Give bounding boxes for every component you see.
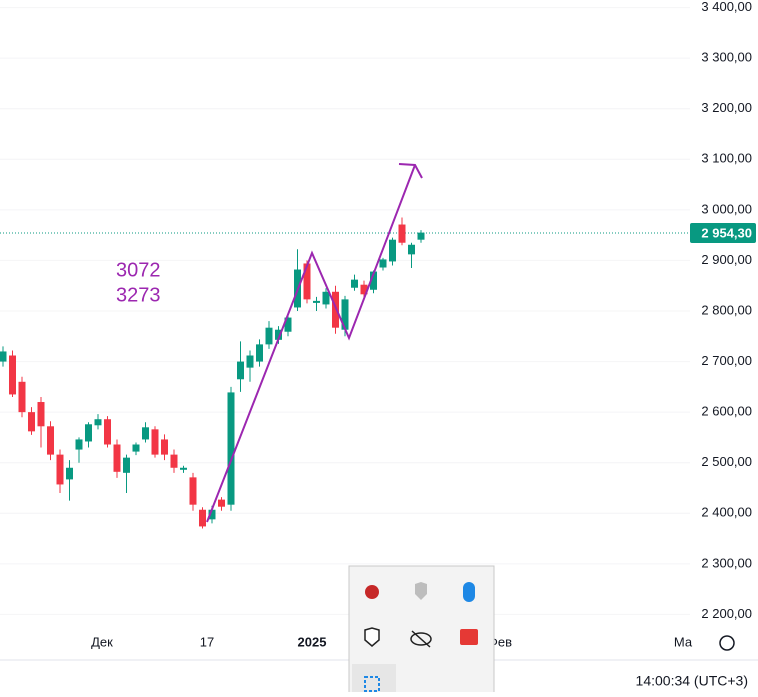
grid xyxy=(0,7,690,615)
drawing-arrowhead xyxy=(398,163,423,179)
annotation: 3072 xyxy=(116,259,161,281)
candle-body xyxy=(284,317,292,332)
y-tick-label: 2 500,00 xyxy=(701,454,752,469)
candle-body xyxy=(265,327,273,345)
candle-body xyxy=(208,509,216,520)
y-tick-label: 2 900,00 xyxy=(701,252,752,267)
annotation: 3273 xyxy=(116,284,161,306)
candle-body xyxy=(75,439,83,450)
tray-icon[interactable] xyxy=(365,585,379,599)
candle-body xyxy=(379,259,387,268)
tray-icon[interactable] xyxy=(415,582,427,600)
tray-icon[interactable] xyxy=(364,627,380,647)
clock: 14:00:34 (UTC+3) xyxy=(636,673,748,689)
y-tick-label: 2 400,00 xyxy=(701,505,752,520)
candle-body xyxy=(351,279,358,288)
tray-icon-slash xyxy=(411,630,431,648)
candle-body xyxy=(408,244,415,255)
candle-body xyxy=(189,477,197,505)
candle-body xyxy=(132,444,140,452)
candle-body xyxy=(161,439,168,455)
candle-body xyxy=(47,426,54,455)
x-tick-label: 2025 xyxy=(298,634,327,649)
candle-body xyxy=(180,467,187,470)
y-tick-label: 2 200,00 xyxy=(701,606,752,621)
tray-selected xyxy=(352,664,396,694)
tray-icon[interactable] xyxy=(364,676,380,692)
candle-body xyxy=(142,427,149,440)
tray-icon[interactable] xyxy=(460,629,478,645)
y-axis: 2 200,00 2 300,00 2 400,00 2 500,00 2 600,00… xyxy=(690,0,756,621)
candle-body xyxy=(94,419,102,426)
candle-body xyxy=(360,284,368,295)
y-tick-label: 2 700,00 xyxy=(701,353,752,368)
candle-body xyxy=(275,329,282,340)
x-tick-label: Ма xyxy=(674,634,693,649)
candle-body xyxy=(113,444,121,472)
y-tick-label: 2 600,00 xyxy=(701,404,752,419)
tray-icon[interactable] xyxy=(410,632,432,646)
y-tick-label: 2 800,00 xyxy=(701,302,752,317)
candle-body xyxy=(151,429,159,455)
candle-body xyxy=(123,457,130,473)
candle-body xyxy=(246,355,254,368)
candle-body xyxy=(66,467,73,480)
candle-body xyxy=(322,291,330,305)
candle-body xyxy=(170,454,178,468)
x-tick-label: Дек xyxy=(91,634,113,649)
candle-body xyxy=(18,381,26,413)
candle-body xyxy=(303,263,311,300)
last-price-box xyxy=(690,222,756,243)
candle-body xyxy=(218,499,225,507)
y-tick-label: 3 300,00 xyxy=(701,50,752,65)
y-tick-label: 3 400,00 xyxy=(701,0,752,14)
candle-body xyxy=(389,239,396,262)
candle-body xyxy=(370,271,377,290)
candle-body xyxy=(256,344,263,362)
candle-body xyxy=(0,351,7,362)
y-tick-label: 3 000,00 xyxy=(701,201,752,216)
candle-body xyxy=(227,392,235,505)
candles xyxy=(0,217,425,529)
drawing-line xyxy=(206,164,416,523)
candle-body xyxy=(104,419,111,445)
y-tick-label: 2 300,00 xyxy=(701,555,752,570)
candle-body xyxy=(199,509,206,527)
candle-body xyxy=(28,412,35,432)
candle-body xyxy=(37,402,45,427)
tray-icon[interactable] xyxy=(463,582,475,602)
candle-body xyxy=(9,355,16,395)
candle-body xyxy=(85,424,92,442)
y-tick-label: 3 100,00 xyxy=(701,151,752,166)
candle-body xyxy=(56,454,64,485)
settings-icon[interactable] xyxy=(719,635,735,651)
candle-body xyxy=(237,361,244,380)
x-tick-label: 17 xyxy=(200,634,214,649)
candle-body xyxy=(313,300,320,303)
candle-body xyxy=(417,232,425,240)
tray-popup xyxy=(348,565,495,697)
candle-body xyxy=(341,299,349,330)
y-tick-label: 3 200,00 xyxy=(701,100,752,115)
candle-body xyxy=(332,291,339,328)
candle-body xyxy=(398,224,406,243)
last-price-label: 2 954,30 xyxy=(701,225,752,240)
